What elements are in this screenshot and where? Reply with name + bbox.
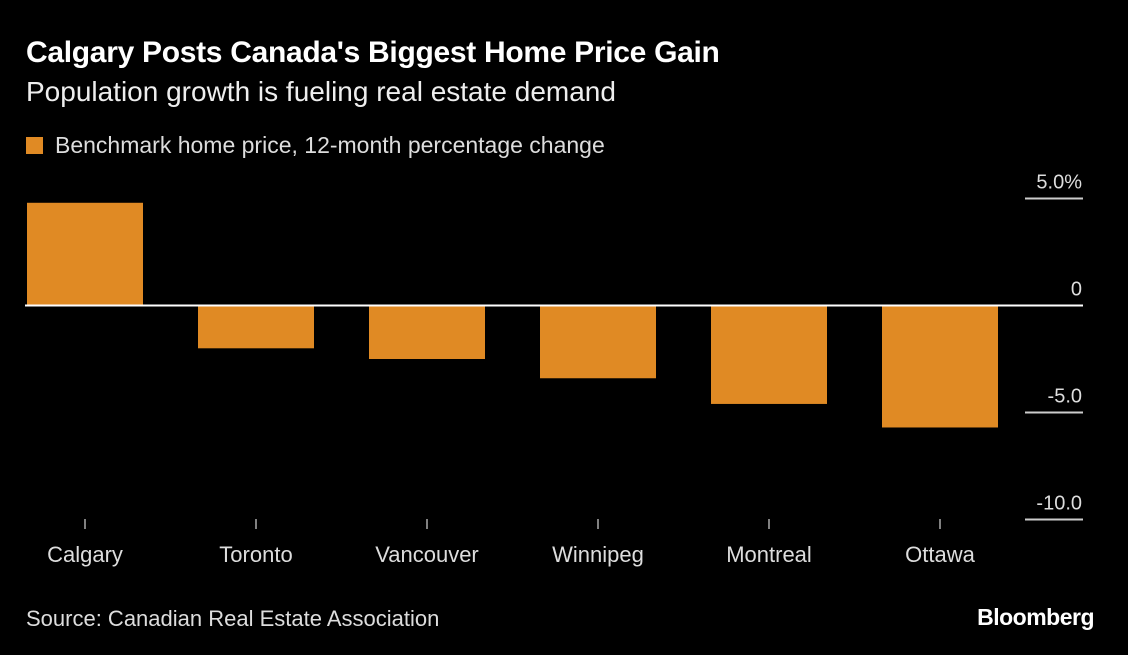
legend: Benchmark home price, 12-month percentag… [26, 132, 605, 159]
bar-vancouver [369, 305, 485, 359]
legend-swatch [26, 137, 43, 154]
chart-title: Calgary Posts Canada's Biggest Home Pric… [26, 36, 720, 69]
bar-ottawa [882, 305, 998, 428]
x-tick-label: Vancouver [375, 542, 479, 567]
y-tick-label: -5.0 [1048, 386, 1082, 408]
legend-label: Benchmark home price, 12-month percentag… [55, 132, 605, 158]
x-tick-label: Ottawa [905, 542, 975, 567]
x-tick-label: Toronto [219, 542, 292, 567]
bar-toronto [198, 305, 314, 349]
bar-winnipeg [540, 305, 656, 379]
bloomberg-logo: Bloomberg [977, 604, 1094, 630]
x-tick-label: Winnipeg [552, 542, 644, 567]
x-tick-label: Calgary [47, 542, 123, 567]
y-tick-label: -10.0 [1036, 493, 1082, 515]
source-note: Source: Canadian Real Estate Association [26, 606, 440, 631]
chart-subtitle: Population growth is fueling real estate… [26, 76, 616, 107]
bar-calgary [27, 202, 143, 306]
y-tick-label: 5.0% [1036, 172, 1082, 194]
x-tick-label: Montreal [726, 542, 812, 567]
y-tick-label: 0 [1071, 279, 1082, 301]
bar-montreal [711, 305, 827, 404]
